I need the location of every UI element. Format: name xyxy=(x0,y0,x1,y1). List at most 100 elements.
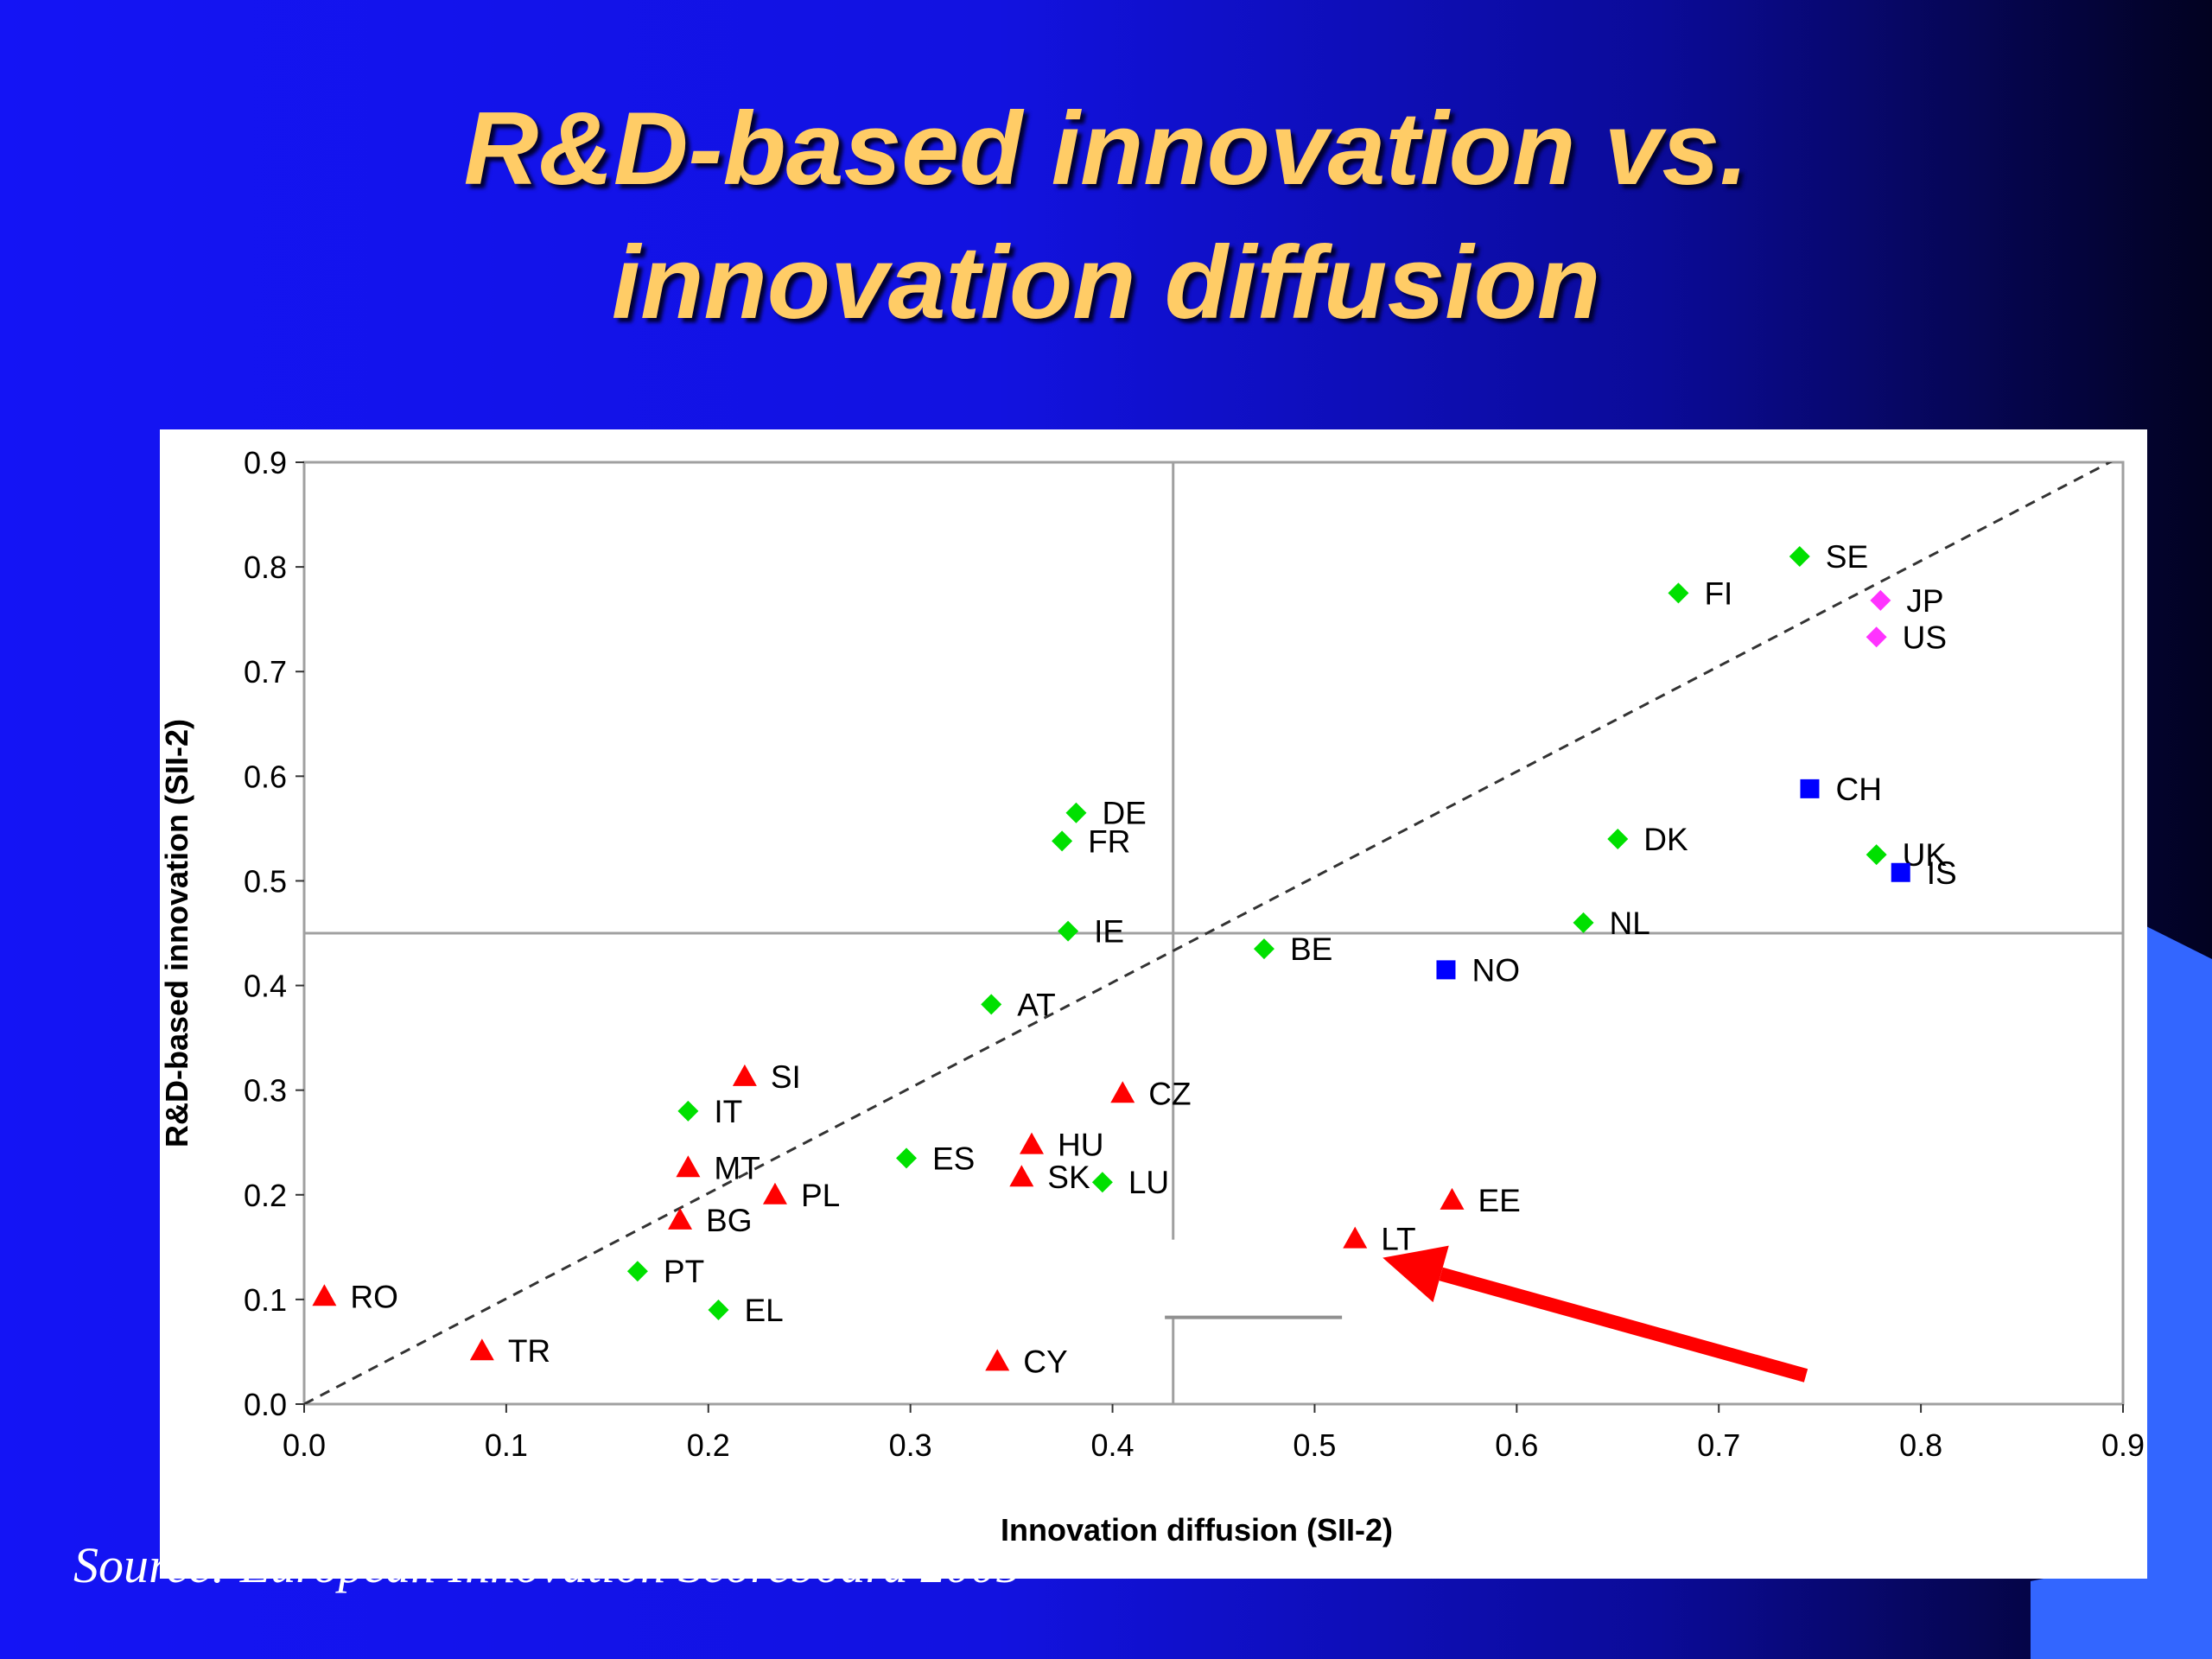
marker-triangle xyxy=(469,1338,494,1361)
data-point-jp: JP xyxy=(1870,583,1944,619)
marker-diamond xyxy=(1789,546,1810,567)
point-label: BE xyxy=(1290,931,1332,967)
lv-highlight-box xyxy=(1165,1239,1343,1318)
x-tick-label: 0.9 xyxy=(2101,1427,2145,1463)
point-label: SE xyxy=(1826,539,1868,575)
y-tick-label: 0.0 xyxy=(244,1387,287,1422)
marker-diamond xyxy=(1058,920,1079,942)
point-label: EL xyxy=(744,1293,783,1328)
marker-square xyxy=(1436,960,1456,980)
marker-triangle xyxy=(1440,1187,1465,1210)
data-point-lu: LU xyxy=(1091,1165,1169,1200)
data-point-ro: RO xyxy=(312,1279,398,1314)
data-point-mt: MT xyxy=(676,1150,760,1185)
diagonal-reference-line xyxy=(304,462,2113,1404)
marker-triangle xyxy=(1343,1226,1368,1249)
data-point-cz: CZ xyxy=(1110,1076,1192,1111)
data-point-ee: EE xyxy=(1440,1183,1521,1218)
data-point-lt: LT xyxy=(1343,1222,1416,1257)
title-line-1: R&D-based innovation vs. xyxy=(463,91,1749,207)
marker-triangle xyxy=(312,1284,337,1306)
data-point-fi: FI xyxy=(1668,575,1732,611)
marker-diamond xyxy=(1253,938,1274,960)
marker-diamond xyxy=(1866,844,1887,866)
x-tick-label: 0.5 xyxy=(1293,1427,1336,1463)
data-point-us: US xyxy=(1866,620,1947,655)
marker-diamond xyxy=(981,994,1002,1015)
data-point-el: EL xyxy=(708,1293,784,1328)
point-label: SI xyxy=(771,1059,801,1095)
x-tick-label: 0.1 xyxy=(485,1427,528,1463)
y-tick-label: 0.5 xyxy=(244,863,287,899)
point-label: LU xyxy=(1128,1165,1169,1200)
marker-triangle xyxy=(732,1064,757,1086)
point-label: BG xyxy=(706,1203,752,1238)
point-label: PT xyxy=(664,1254,704,1289)
y-tick-label: 0.2 xyxy=(244,1178,287,1213)
point-label: MT xyxy=(714,1150,760,1185)
point-label: NO xyxy=(1471,952,1520,988)
marker-diamond xyxy=(1668,582,1689,604)
marker-triangle xyxy=(676,1155,701,1178)
point-label: AT xyxy=(1017,987,1056,1022)
data-point-be: BE xyxy=(1253,931,1332,967)
x-tick-label: 0.6 xyxy=(1495,1427,1538,1463)
point-label: HU xyxy=(1058,1128,1103,1163)
point-label: DE xyxy=(1102,796,1146,831)
y-tick-label: 0.3 xyxy=(244,1073,287,1109)
x-tick-label: 0.8 xyxy=(1899,1427,1942,1463)
marker-square xyxy=(1891,862,1910,882)
x-axis-label: Innovation diffusion (SII-2) xyxy=(1001,1512,1393,1548)
annotations xyxy=(1165,1239,1808,1382)
point-label: LT xyxy=(1381,1222,1415,1257)
marker-triangle xyxy=(762,1182,787,1205)
x-tick-label: 0.7 xyxy=(1697,1427,1740,1463)
point-label: CY xyxy=(1023,1344,1067,1379)
marker-diamond xyxy=(895,1147,917,1169)
chart-panel: 0.0 0.1 0.2 0.3 0.4 0.5 0.6 0.7 0.8 0.9 0.0 0.1 0.2… xyxy=(160,429,2147,1579)
point-label: EE xyxy=(1478,1183,1520,1218)
x-tick-label: 0.2 xyxy=(687,1427,730,1463)
marker-diamond xyxy=(1870,589,1891,611)
data-point-ch: CH xyxy=(1800,772,1882,807)
y-tick-label: 0.8 xyxy=(244,550,287,585)
y-tick-label: 0.1 xyxy=(244,1282,287,1318)
x-tick-label: 0.3 xyxy=(889,1427,932,1463)
slide-title: R&D-based innovation vs. innovation diff… xyxy=(0,82,2212,350)
point-label: RO xyxy=(350,1279,398,1314)
data-point-se: SE xyxy=(1789,539,1868,575)
point-label: PL xyxy=(801,1178,840,1213)
data-point-nl: NL xyxy=(1573,906,1650,941)
data-point-cy: CY xyxy=(985,1344,1068,1379)
data-point-fr: FR xyxy=(1052,823,1130,859)
data-point-bg: BG xyxy=(668,1203,753,1238)
y-tick-label: 0.6 xyxy=(244,759,287,794)
x-tick-label: 0.0 xyxy=(283,1427,326,1463)
marker-diamond xyxy=(1091,1172,1113,1193)
point-label: FI xyxy=(1704,575,1732,611)
marker-diamond xyxy=(1065,802,1087,823)
y-tick-label: 0.7 xyxy=(244,654,287,690)
marker-diamond xyxy=(677,1100,699,1122)
data-point-it: IT xyxy=(677,1094,742,1129)
point-label: IS xyxy=(1927,855,1957,891)
point-label: US xyxy=(1903,620,1947,655)
y-tick-label: 0.4 xyxy=(244,969,287,1004)
data-point-es: ES xyxy=(895,1141,975,1176)
title-line-2: innovation diffusion xyxy=(611,225,1601,340)
point-label: CZ xyxy=(1148,1076,1191,1111)
marker-diamond xyxy=(1866,626,1887,648)
x-tick-label: 0.4 xyxy=(1091,1427,1135,1463)
point-label: TR xyxy=(508,1333,550,1369)
marker-diamond xyxy=(1573,912,1594,933)
marker-diamond xyxy=(626,1261,648,1282)
data-point-hu: HU xyxy=(1020,1128,1103,1163)
marker-diamond xyxy=(708,1300,729,1320)
data-point-at: AT xyxy=(981,987,1056,1022)
data-point-is: IS xyxy=(1891,855,1957,891)
y-tick-label: 0.9 xyxy=(244,445,287,480)
point-label: ES xyxy=(932,1141,975,1176)
point-label: CH xyxy=(1835,772,1881,807)
data-point-ie: IE xyxy=(1058,914,1124,950)
